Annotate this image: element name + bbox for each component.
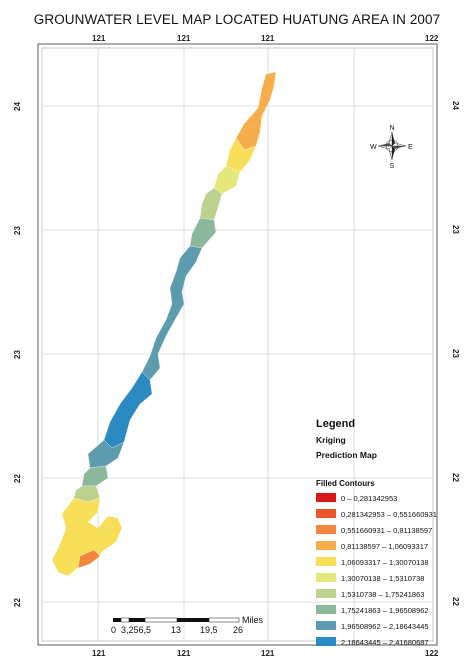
legend-layer: Prediction Map [316,450,377,460]
contour-zone [77,549,101,569]
legend-label: 2,18643445 – 2,41680687 [341,638,429,647]
left-tick-labels: 24 23 23 22 22 [13,102,22,607]
scale-label: 0 [111,625,116,635]
legend-label: 1,5310738 – 1,75241863 [341,590,424,599]
contour-zone [225,137,257,173]
left-tick: 23 [13,226,22,235]
right-tick: 23 [451,225,460,234]
north-arrow: N S E W [370,125,413,170]
left-tick: 23 [13,350,22,359]
bottom-tick: 122 [425,649,439,658]
scale-segment [208,617,240,623]
scale-segment [129,618,145,622]
legend-label: 1,06093317 – 1,30070138 [341,558,429,567]
map-title: GROUNWATER LEVEL MAP LOCATED HUATUNG ARE… [33,12,441,27]
east-label: E [408,144,413,151]
top-tick-labels: 121 121 121 122 [92,34,439,43]
contour-zone [87,439,125,469]
bottom-tick-labels: 121 121 121 122 [92,649,439,658]
legend-swatch [316,541,336,550]
scale-segment [177,618,209,622]
legend-title: Legend [316,418,355,430]
legend-classes: 0 – 0,281342953 0,281342953 – 0,551660931… [316,493,437,647]
top-tick: 121 [261,34,275,43]
scale-segment [144,617,178,623]
legend-label: 0,81138597 – 1,06093317 [341,542,428,551]
legend-method: Kriging [316,435,346,445]
scale-label: 3,256,5 [121,625,151,635]
left-tick: 24 [13,102,22,111]
contour-zone [81,465,109,487]
left-tick: 22 [13,474,22,483]
right-tick: 24 [451,101,460,110]
top-tick: 121 [177,34,191,43]
left-tick: 22 [13,598,22,607]
contour-zone [199,187,223,221]
legend-swatch [316,589,336,598]
legend-section: Filled Contours [316,479,375,488]
top-tick: 122 [425,34,439,43]
legend: Legend Kriging Prediction Map Filled Con… [316,418,437,647]
scale-unit: Miles [242,615,264,625]
legend-swatch [316,493,336,502]
right-tick-labels: 24 23 23 22 22 [451,101,460,606]
contour-zone [235,71,277,151]
scale-bar: 0 3,256,5 13 19,5 26 Miles [111,615,264,635]
legend-swatch [316,525,336,534]
prediction-surface [51,71,277,577]
scale-label: 19,5 [200,625,218,635]
contour-zone [213,165,241,195]
legend-swatch [316,573,336,582]
contour-zone [51,497,123,577]
west-label: W [370,144,377,151]
south-label: S [390,163,395,170]
legend-swatch [316,509,336,518]
legend-swatch [316,621,336,630]
legend-swatch [316,637,336,646]
scale-segment [120,617,130,623]
scale-segment [113,618,121,622]
contour-zone [141,245,203,381]
right-tick: 22 [451,597,460,606]
top-tick: 121 [92,34,106,43]
contour-zone [103,371,153,449]
legend-label: 0,281342953 – 0,551660931 [341,510,437,519]
legend-label: 1,96508962 – 2,18643445 [341,622,429,631]
scale-label: 26 [233,625,243,635]
legend-label: 1,30070138 – 1,5310738 [341,574,424,583]
map-border [37,43,438,646]
legend-label: 0 – 0,281342953 [341,494,397,503]
right-tick: 23 [451,349,460,358]
north-label: N [390,125,395,132]
legend-label: 0,551660931 – 0,81138597 [341,526,432,535]
legend-label: 1,75241863 – 1,96508962 [341,606,429,615]
legend-swatch [316,605,336,614]
bottom-tick: 121 [92,649,106,658]
scale-label: 13 [171,625,181,635]
legend-swatch [316,557,336,566]
bottom-tick: 121 [261,649,275,658]
contour-zone [189,217,217,249]
right-tick: 22 [451,473,460,482]
bottom-tick: 121 [177,649,191,658]
map-inner-border [41,47,434,642]
